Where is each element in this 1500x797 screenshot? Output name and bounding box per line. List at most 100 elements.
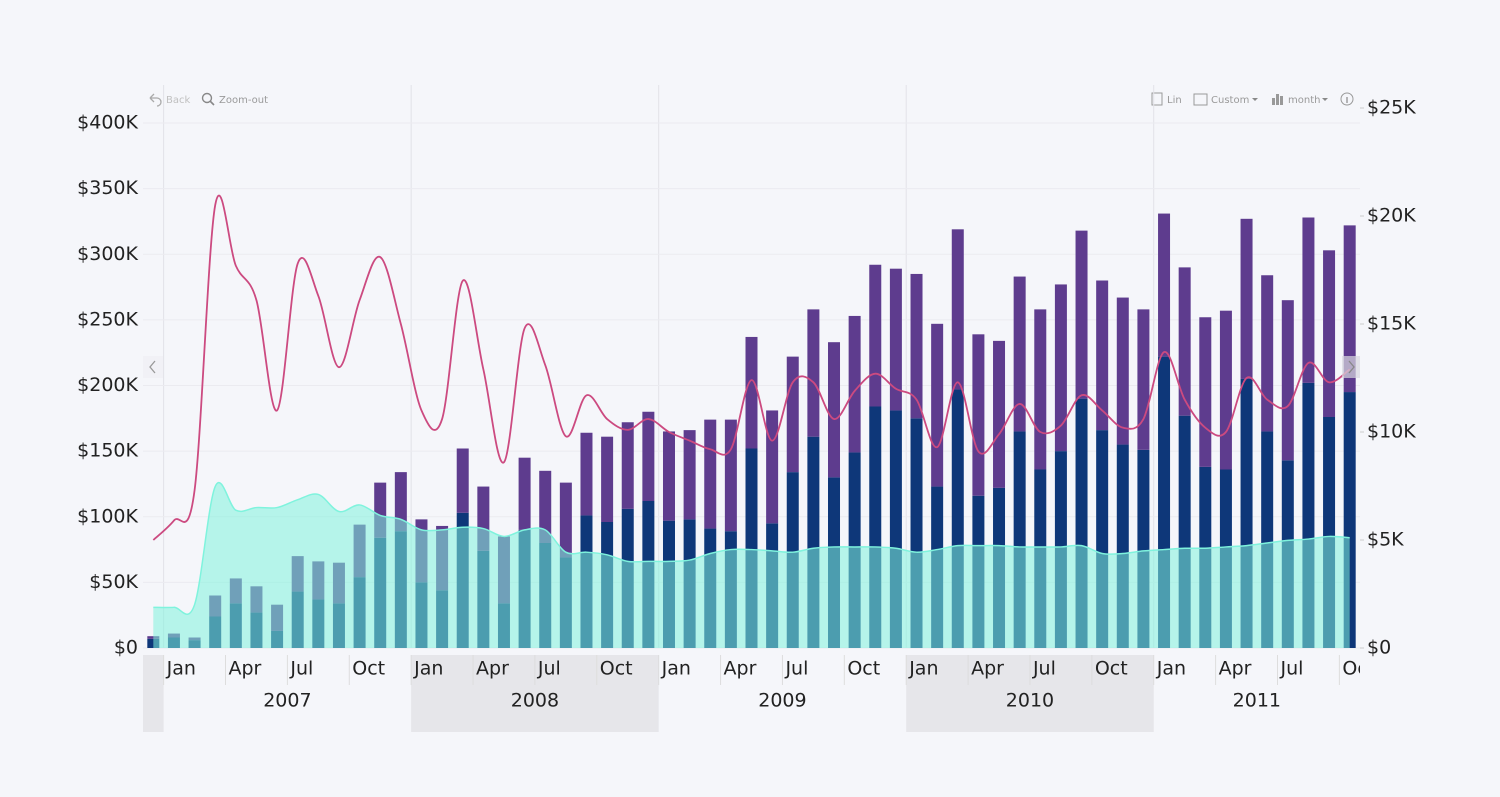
bar-segment: [910, 273, 923, 419]
range-dropdown[interactable]: Custom: [1211, 95, 1249, 106]
bar-segment: [807, 309, 820, 437]
bar-segment: [1199, 317, 1212, 467]
period-dropdown[interactable]: month: [1288, 95, 1320, 106]
x-tick-label: Jul: [289, 658, 313, 680]
bar-segment: [951, 229, 964, 390]
x-tick-label: Oct: [600, 658, 633, 680]
scale-icon[interactable]: [1151, 92, 1163, 106]
bar-segment: [848, 315, 861, 453]
y2-tick-label: $20K: [1367, 205, 1416, 227]
bar-segment: [1343, 225, 1356, 393]
bar-segment: [1013, 276, 1026, 432]
scroll-left[interactable]: [143, 356, 163, 378]
bar-segment: [601, 436, 614, 522]
bar-segment: [683, 430, 696, 520]
y-tick-label: $200K: [77, 374, 138, 396]
dropdown-arrow: [1252, 98, 1258, 101]
scroll-right[interactable]: [1342, 356, 1360, 378]
bar-segment: [1302, 217, 1315, 383]
x-tick-label: Jan: [166, 658, 196, 680]
bar-segment: [559, 482, 572, 558]
area-fill: [153, 482, 1350, 648]
bar-segment: [1034, 309, 1047, 470]
x-tick-label: Jan: [908, 658, 938, 680]
x-tick-label: Apr: [229, 658, 262, 680]
bar-segment: [869, 264, 882, 407]
bar-segment: [745, 336, 758, 449]
nav-arrows: [143, 356, 1360, 378]
year-label: 2008: [511, 690, 559, 712]
y-tick-label: $50K: [89, 571, 138, 593]
bar-segment: [580, 432, 593, 516]
bar-segment: [1240, 218, 1253, 379]
bar-segment: [1075, 230, 1088, 399]
scroll-left-icon: [149, 360, 156, 374]
zoom-icon[interactable]: [201, 92, 213, 104]
dropdown-arrow: [1322, 98, 1328, 101]
plot: 2007 2008 2009 2010 2011 $0 $50K $100K $150K $200…: [77, 85, 1416, 732]
year-label: 2007: [263, 690, 311, 712]
y2-tick-label: $15K: [1367, 313, 1416, 335]
bar-segment: [889, 268, 902, 411]
toolbar: Back Zoom-out Lin Custom month: [149, 92, 1354, 107]
y-tick-label: $150K: [77, 440, 138, 462]
year-label: 2010: [1006, 690, 1054, 712]
period-icon[interactable]: [1272, 98, 1275, 105]
x-tick-label: Oct: [1342, 658, 1375, 680]
bar-segment: [1116, 297, 1129, 445]
y-tick-label: $400K: [77, 112, 138, 134]
bar-segment: [1054, 284, 1067, 452]
area-edge: [153, 482, 1350, 615]
bar-segment: [993, 340, 1006, 488]
bar-segment: [456, 448, 469, 513]
x-tick-label: Jul: [1279, 658, 1303, 680]
year-label: 2011: [1233, 690, 1281, 712]
bar-segment: [704, 419, 717, 529]
bar-segment: [1323, 250, 1336, 417]
period-icon: [1280, 96, 1283, 105]
bar-segment: [1261, 275, 1274, 432]
bar-segment: [1219, 310, 1232, 470]
x-tick-label: Oct: [847, 658, 880, 680]
bar-segment: [1096, 280, 1109, 431]
y-tick-label: $100K: [77, 505, 138, 527]
bar-segment: [1158, 213, 1171, 357]
bar-segment: [539, 470, 552, 543]
back-button[interactable]: Back: [166, 95, 190, 106]
y2-tick-label: $10K: [1367, 421, 1416, 443]
bar-segment: [1137, 309, 1150, 450]
year-band: [143, 655, 164, 732]
x-tick-label: Jul: [537, 658, 561, 680]
zoom-out-button[interactable]: Zoom-out: [219, 95, 268, 106]
y2-tick-label: $0: [1367, 637, 1391, 659]
x-tick-label: Apr: [1219, 658, 1252, 680]
bar-segment: [1178, 267, 1191, 416]
x-tick-label: Apr: [476, 658, 509, 680]
y-tick-label: $0: [114, 637, 138, 659]
bar-segment: [394, 472, 407, 532]
y-tick-label: $300K: [77, 243, 138, 265]
x-tick-label: Jan: [661, 658, 691, 680]
y-tick-label: $350K: [77, 177, 138, 199]
back-icon[interactable]: [149, 93, 162, 107]
calendar-icon[interactable]: [1193, 93, 1208, 106]
bar-segment: [828, 342, 841, 478]
scale-button[interactable]: Lin: [1167, 95, 1182, 106]
bar-segment: [1281, 300, 1294, 461]
x-tick-label: Jan: [413, 658, 443, 680]
month-labels: Jan Apr Jul Oct Jan Apr Jul Oct Jan Apr Jul Oct Jan A…: [163, 655, 1375, 685]
bar-segment: [662, 431, 675, 521]
y2-tick-label: $25K: [1367, 97, 1416, 119]
bar-segment: [518, 457, 531, 530]
scroll-right-icon: [1348, 360, 1355, 374]
x-tick-label: Jul: [784, 658, 808, 680]
period-icon: [1276, 94, 1279, 105]
bar-segment: [766, 410, 779, 524]
zoom-icon-handle: [209, 100, 215, 106]
info-button[interactable]: [1340, 92, 1354, 106]
x-tick-label: Oct: [1095, 658, 1128, 680]
bar-segment: [724, 419, 737, 532]
x-tick-label: Apr: [971, 658, 1004, 680]
y-tick-label: $250K: [77, 308, 138, 330]
